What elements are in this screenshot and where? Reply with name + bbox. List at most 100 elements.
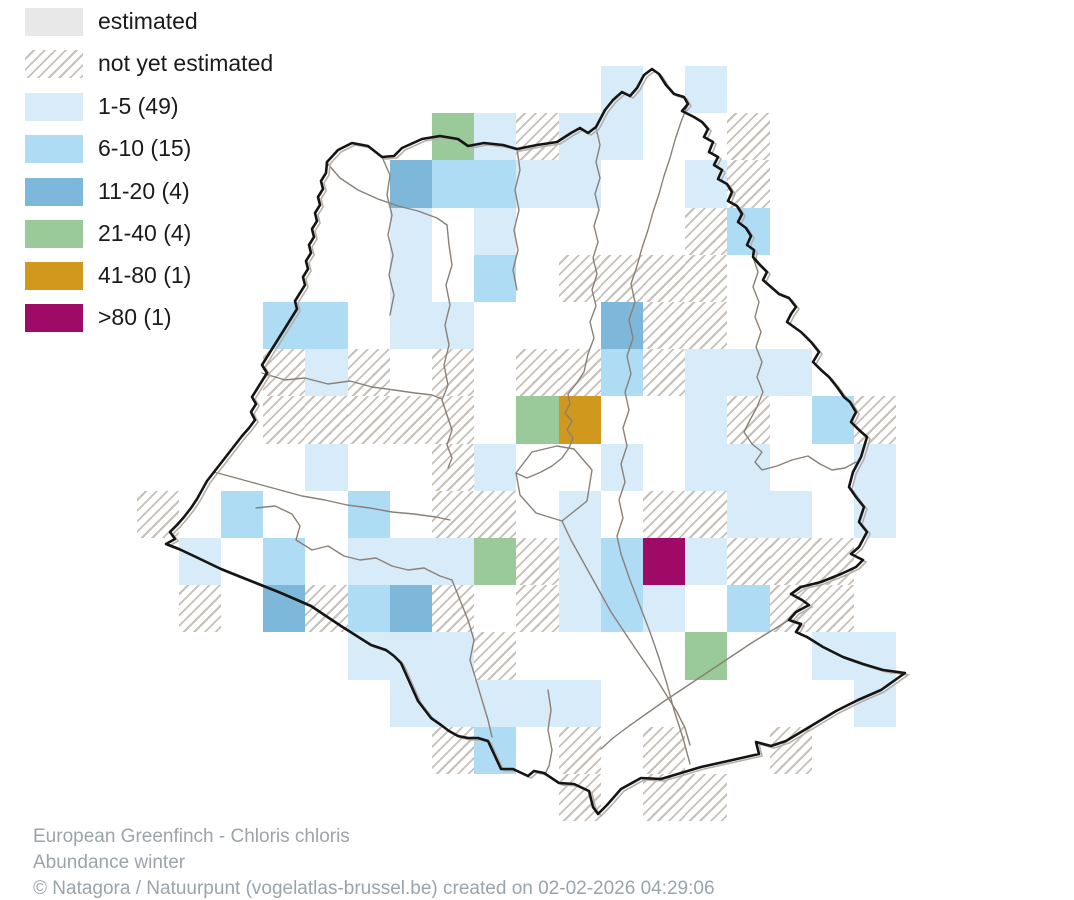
- map-cell-b1: [179, 538, 221, 585]
- map-cell-not_yet_estimated: [263, 396, 305, 444]
- map-cell-b5: [559, 396, 601, 444]
- map-cell-b1: [348, 632, 390, 680]
- map-cell-b1: [559, 538, 601, 585]
- map-cell-not_yet_estimated: [643, 491, 685, 538]
- legend-item-6-10: 6-10 (15): [25, 134, 191, 163]
- map-cell-b1: [685, 349, 727, 396]
- map-cell-b1: [812, 632, 854, 680]
- map-cell-b2: [727, 585, 770, 632]
- map-cell-b2: [305, 302, 348, 349]
- legend-item-gt80: >80 (1): [25, 303, 172, 332]
- map-cell-not_yet_estimated: [432, 585, 474, 632]
- map-cell-b2: [263, 302, 305, 349]
- map-cell-not_yet_estimated: [685, 491, 727, 538]
- map-cell-not_yet_estimated: [770, 585, 812, 632]
- map-cell-b3: [601, 302, 643, 349]
- map-cell-not_yet_estimated: [727, 160, 770, 208]
- map-cell-b4: [516, 396, 559, 444]
- map-cell-not_yet_estimated: [685, 774, 727, 821]
- map-cell-not_yet_estimated: [432, 349, 474, 396]
- map-cell-not_yet_estimated: [559, 255, 601, 302]
- map-cell-b1: [854, 680, 896, 727]
- legend-item-1-5: 1-5 (49): [25, 92, 179, 121]
- map-cell-not_yet_estimated: [559, 774, 601, 821]
- map-cell-b2: [727, 208, 770, 255]
- map-cell-b1: [474, 444, 516, 491]
- map-cell-not_yet_estimated: [179, 585, 221, 632]
- legend-item-label: estimated: [98, 8, 198, 34]
- map-cell-b1: [474, 208, 516, 255]
- legend-item-not-yet-estimated: not yet estimated: [25, 49, 273, 78]
- map-cell-not_yet_estimated: [559, 727, 601, 774]
- map-cell-b1: [601, 66, 643, 113]
- map-cell-b1: [348, 538, 390, 585]
- map-cell-not_yet_estimated: [263, 349, 305, 396]
- map-cell-b1: [685, 538, 727, 585]
- map-cell-b4: [685, 632, 727, 680]
- map-cell-not_yet_estimated: [601, 255, 643, 302]
- map-cell-not_yet_estimated: [812, 538, 854, 585]
- map-cell-not_yet_estimated: [516, 538, 559, 585]
- map-cell-b2: [601, 585, 643, 632]
- map-cell-b1: [516, 680, 559, 727]
- map-cell-b1: [559, 160, 601, 208]
- class-6-10-swatch: [25, 134, 83, 163]
- map-cell-not_yet_estimated: [685, 208, 727, 255]
- map-cell-not_yet_estimated: [516, 585, 559, 632]
- figure-captions: European Greenfinch - Chloris chloris Ab…: [33, 824, 715, 900]
- map-cell-b2: [263, 538, 305, 585]
- map-cell-b1: [685, 66, 727, 113]
- map-cell-b1: [432, 632, 474, 680]
- legend-item-estimated: estimated: [25, 7, 198, 36]
- map-cell-b1: [559, 680, 601, 727]
- credit-line: © Natagora / Natuurpunt (vogelatlas-brus…: [33, 878, 715, 899]
- map-cell-b1: [305, 444, 348, 491]
- map-cell-not_yet_estimated: [474, 632, 516, 680]
- map-cell-not_yet_estimated: [854, 396, 896, 444]
- map-cell-not_yet_estimated: [137, 491, 179, 538]
- map-cell-not_yet_estimated: [516, 349, 559, 396]
- map-cell-b1: [390, 632, 432, 680]
- map-cell-not_yet_estimated: [643, 302, 685, 349]
- map-cell-not_yet_estimated: [812, 585, 854, 632]
- legend-item-label: 21-40 (4): [98, 220, 192, 246]
- map-cell-b1: [390, 208, 432, 255]
- map-cell-not_yet_estimated: [390, 396, 432, 444]
- map-cell-b1: [432, 680, 474, 727]
- map-cell-not_yet_estimated: [305, 396, 348, 444]
- map-cell-b2: [474, 727, 516, 774]
- map-cell-b1: [559, 491, 601, 538]
- map-cell-b2: [221, 491, 263, 538]
- class-gt80-swatch: [25, 303, 83, 332]
- map-cell-b1: [854, 632, 896, 680]
- legend-item-41-80: 41-80 (1): [25, 261, 191, 290]
- legend-item-label: 1-5 (49): [98, 93, 179, 119]
- map-cell-b1: [390, 302, 432, 349]
- map-cell-not_yet_estimated: [643, 727, 685, 774]
- map-cell-not_yet_estimated: [559, 349, 601, 396]
- class-41-80-swatch: [25, 261, 83, 290]
- map-cell-not_yet_estimated: [727, 538, 770, 585]
- map-cell-not_yet_estimated: [432, 444, 474, 491]
- species-title: European Greenfinch - Chloris chloris: [33, 826, 350, 847]
- legend-item-label: 41-80 (1): [98, 262, 192, 288]
- map-cell-b1: [643, 585, 685, 632]
- not-yet-estimated-swatch: [25, 49, 83, 78]
- map-cell-b1: [559, 113, 601, 160]
- map-cell-b1: [727, 491, 770, 538]
- legend-item-label: not yet estimated: [98, 50, 274, 76]
- map-cell-not_yet_estimated: [474, 491, 516, 538]
- map-cell-b1: [474, 680, 516, 727]
- map-cell-not_yet_estimated: [348, 349, 390, 396]
- map-cell-b2: [601, 538, 643, 585]
- map-cell-b1: [770, 349, 812, 396]
- map-cell-b1: [727, 349, 770, 396]
- map-cell-not_yet_estimated: [727, 396, 770, 444]
- map-cell-b3: [390, 160, 432, 208]
- map-cell-b1: [601, 113, 643, 160]
- map-cell-b1: [390, 680, 432, 727]
- map-cell-b1: [685, 396, 727, 444]
- map-cell-not_yet_estimated: [432, 491, 474, 538]
- map-cell-not_yet_estimated: [432, 396, 474, 444]
